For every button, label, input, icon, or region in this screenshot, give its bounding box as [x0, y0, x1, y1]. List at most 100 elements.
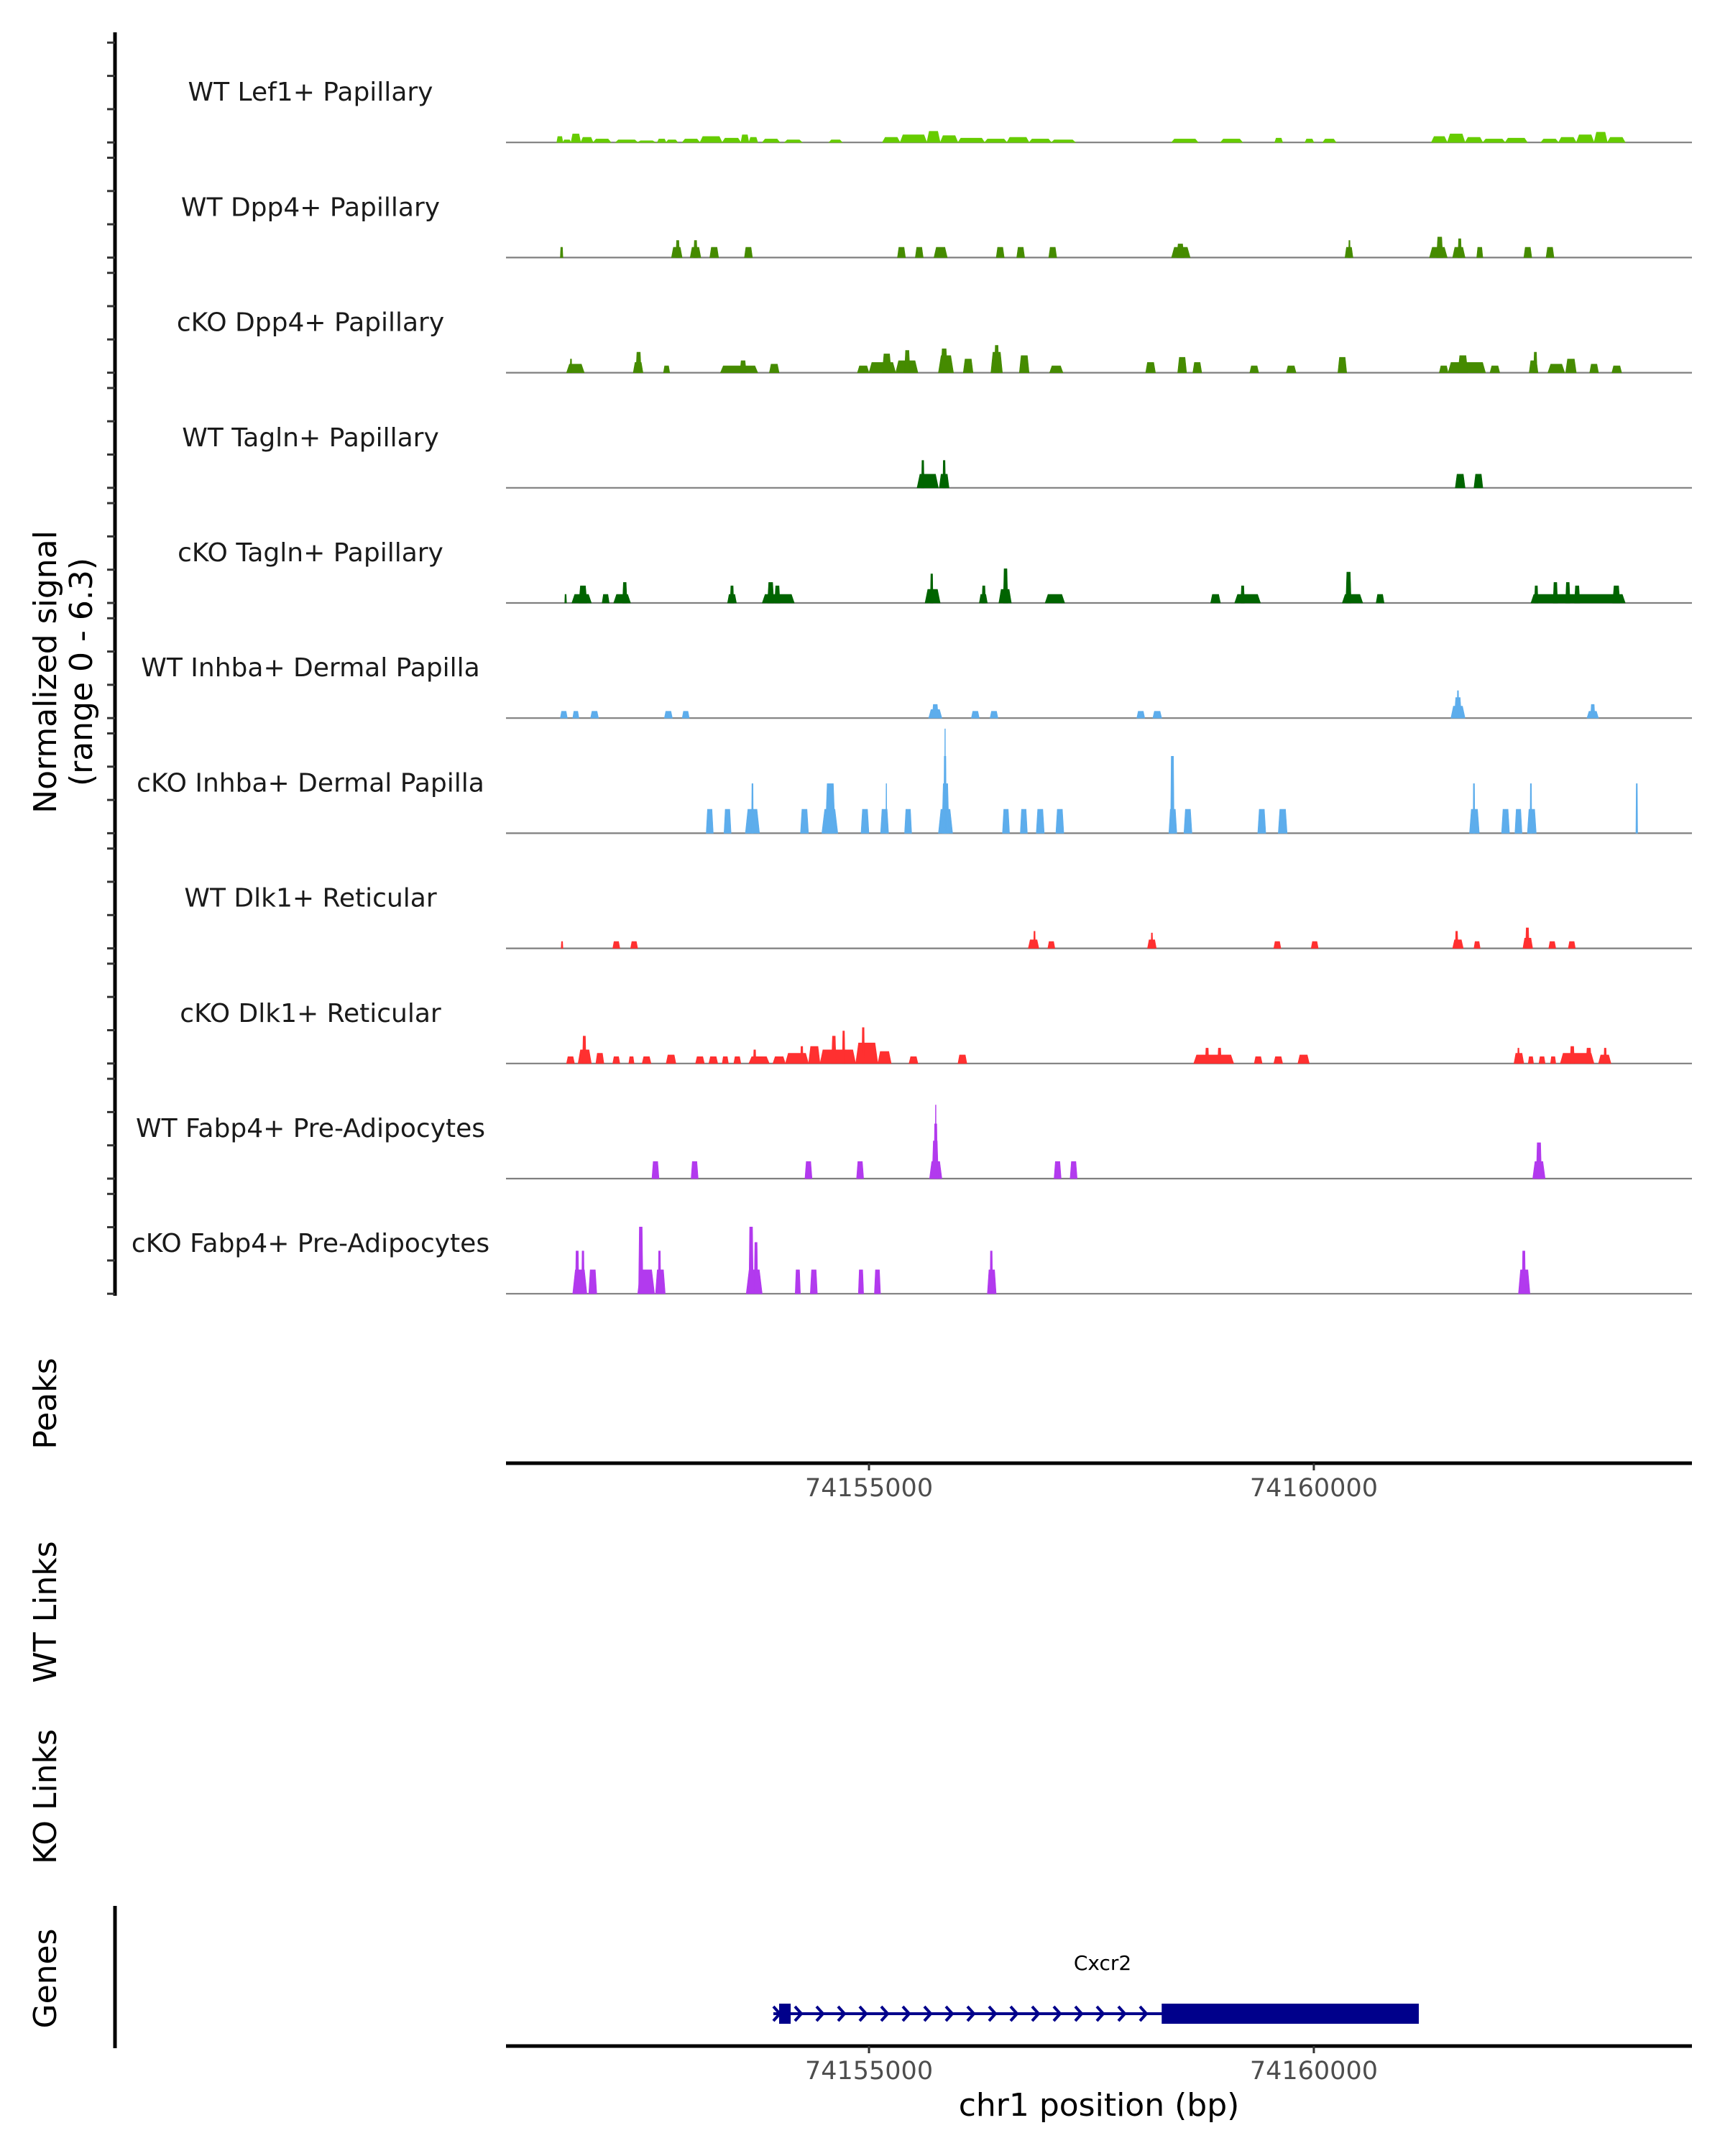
coverage-peak [1560, 1053, 1595, 1064]
y-axis-range: (range 0 - 6.3) [63, 558, 100, 786]
coverage-peak [1070, 1161, 1078, 1179]
coverage-peak [1220, 139, 1243, 143]
coverage-peak [706, 808, 714, 834]
peaks-x-axis: 74155000 74160000 [506, 1461, 1692, 1503]
coverage-peak [932, 704, 939, 719]
coverage-peak [722, 1056, 729, 1064]
coverage-peak [1430, 136, 1448, 143]
strand-arrow [901, 2005, 911, 2022]
coverage-peak [612, 941, 620, 949]
coverage-peak [1568, 941, 1576, 949]
coverage-peak [622, 582, 627, 604]
coverage-peak [1548, 941, 1556, 949]
track-label: WT Dlk1+ Reticular [184, 884, 436, 913]
coverage-peak [1473, 941, 1481, 949]
track-2: cKO Dpp4+ Papillary [177, 308, 1692, 374]
coverage-peak [1297, 1054, 1310, 1064]
gene-exon [1162, 2004, 1419, 2024]
coverage-peak [581, 1250, 585, 1294]
coverage-peak [1273, 941, 1282, 949]
coverage-peak [1136, 711, 1146, 719]
strand-arrow [966, 2005, 976, 2022]
genes-x-tick-label: 74160000 [1250, 2057, 1378, 2086]
coverage-peak [719, 365, 758, 373]
coverage-peak [804, 1161, 813, 1179]
coverage-peak [769, 364, 780, 373]
track-label: cKO Dpp4+ Papillary [177, 308, 444, 338]
coverage-peak [613, 594, 631, 604]
coverage-y-axis [107, 32, 117, 1296]
coverage-peak [1249, 365, 1259, 373]
coverage-peak [560, 711, 568, 719]
track-label: cKO Fabp4+ Pre-Adipocytes [132, 1229, 489, 1258]
coverage-peak [1029, 139, 1052, 143]
coverage-peak [1342, 594, 1363, 604]
coverage-peak [1310, 941, 1319, 949]
strand-arrow [1009, 2005, 1019, 2022]
coverage-peak [1018, 355, 1030, 373]
coverage-peak [658, 1250, 661, 1294]
coverage-peak [1177, 356, 1187, 373]
coverage-peak [1217, 1048, 1222, 1064]
coverage-peak [572, 711, 579, 719]
coverage-peak [1033, 931, 1036, 949]
coverage-peak [571, 134, 581, 143]
coverage-peak [723, 808, 732, 834]
coverage-peak [691, 1161, 699, 1179]
coverage-peak [748, 137, 758, 143]
track-9: WT Fabp4+ Pre-Adipocytes [136, 1105, 1692, 1180]
coverage-peak [748, 1227, 754, 1294]
coverage-peak [744, 247, 753, 258]
coverage-peak [1534, 585, 1539, 604]
coverage-peak [638, 1227, 643, 1294]
coverage-peak [1006, 137, 1030, 143]
coverage-peak [1241, 585, 1245, 604]
coverage-peak [1606, 137, 1626, 143]
coverage-peak [1338, 356, 1348, 373]
coverage-peak [962, 359, 974, 373]
coverage-peak [1489, 365, 1500, 373]
coverage-peak [1482, 139, 1506, 143]
coverage-peak [1545, 247, 1555, 258]
coverage-peak [575, 1250, 579, 1294]
coverage-peak [615, 139, 638, 143]
strand-arrow [988, 2005, 998, 2022]
coverage-peak [785, 1053, 809, 1064]
coverage-peak [1530, 783, 1532, 834]
coverage-peak [882, 137, 901, 143]
genes-panel-label: Genes [27, 1928, 64, 2028]
coverage-peak [708, 1056, 718, 1064]
coverage-peak [1574, 585, 1581, 604]
strand-arrow [923, 2005, 933, 2022]
coverage-peak [1576, 134, 1595, 143]
coverage-peak [588, 1269, 597, 1294]
strand-arrow [1031, 2005, 1041, 2022]
coverage-peak [808, 1046, 821, 1064]
coverage-peak [1473, 783, 1476, 834]
coverage-peak [825, 783, 836, 834]
coverage-peak [767, 582, 774, 604]
coverage-peak [880, 808, 889, 834]
coverage-peak [612, 1056, 620, 1064]
coverage-peak [1234, 594, 1261, 604]
track-label: WT Dpp4+ Papillary [181, 193, 440, 222]
coverage-peak [579, 585, 587, 604]
coverage-peak [794, 1269, 801, 1294]
peaks-x-tick-label: 74155000 [805, 1474, 933, 1503]
track-0: WT Lef1+ Papillary [188, 78, 1692, 144]
coverage-peak [921, 460, 925, 489]
coverage-peak [874, 1269, 881, 1294]
track-label: WT Lef1+ Papillary [188, 78, 433, 107]
track-3: WT Tagln+ Papillary [182, 423, 1692, 489]
coverage-peak [1183, 808, 1192, 834]
coverage-peak [1254, 1056, 1263, 1064]
coverage-peak [882, 354, 892, 373]
strand-arrow [1074, 2005, 1084, 2022]
coverage-peak [957, 1054, 967, 1064]
coverage-peak [842, 1031, 845, 1064]
strand-arrow [1138, 2005, 1149, 2022]
x-axis-title: chr1 position (bp) [959, 2087, 1240, 2124]
coverage-peak [1458, 355, 1468, 373]
coverage-peak [1538, 1056, 1546, 1064]
coverage-peak [1604, 1048, 1607, 1064]
